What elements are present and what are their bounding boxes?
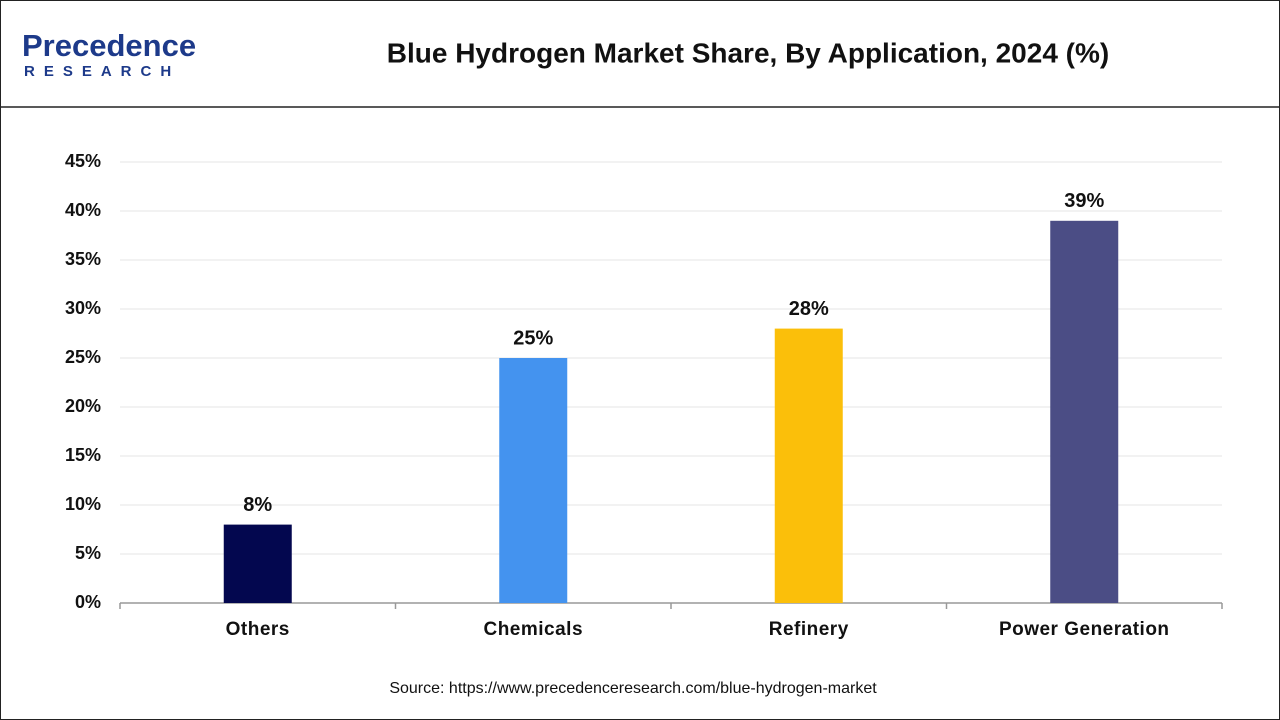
data-label: 8% — [243, 494, 272, 516]
y-tick-label: 40% — [65, 200, 101, 220]
source-note: Source: https://www.precedenceresearch.c… — [389, 680, 877, 697]
data-label: 28% — [789, 298, 829, 320]
y-tick-label: 15% — [65, 445, 101, 465]
logo-tagline: RESEARCH — [24, 63, 180, 80]
y-tick-label: 5% — [75, 543, 101, 563]
data-label: 25% — [513, 327, 553, 349]
bar — [1050, 220, 1119, 604]
bar — [223, 524, 292, 603]
y-tick-label: 25% — [65, 347, 101, 367]
y-tick-label: 45% — [65, 151, 101, 171]
x-tick-label: Others — [226, 619, 290, 640]
x-tick-label: Chemicals — [483, 619, 583, 640]
x-tick-label: Refinery — [769, 619, 849, 640]
y-tick-label: 35% — [65, 249, 101, 269]
bar — [774, 328, 843, 603]
logo-name: Precedence — [22, 28, 196, 63]
y-tick-label: 30% — [65, 298, 101, 318]
chart-title: Blue Hydrogen Market Share, By Applicati… — [387, 37, 1109, 68]
bar — [499, 358, 568, 603]
y-tick-label: 20% — [65, 396, 101, 416]
x-tick-label: Power Generation — [999, 619, 1170, 640]
data-label: 39% — [1064, 190, 1104, 212]
y-tick-label: 10% — [65, 494, 101, 514]
y-tick-label: 0% — [75, 592, 101, 612]
